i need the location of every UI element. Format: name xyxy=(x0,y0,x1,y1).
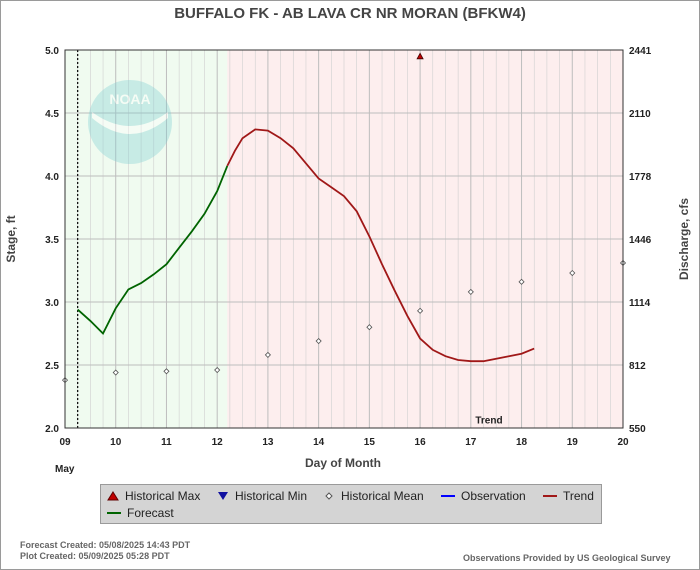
historical-mean-point xyxy=(417,307,424,314)
chart-title: BUFFALO FK - AB LAVA CR NR MORAN (BFKW4) xyxy=(174,5,526,22)
legend: Historical Max Historical Min Historical… xyxy=(100,484,602,524)
hydrograph-chart: BUFFALO FK - AB LAVA CR NR MORAN (BFKW4)… xyxy=(4,5,691,475)
legend-label: Historical Mean xyxy=(341,489,424,503)
x-month-label: May xyxy=(55,464,75,475)
y-tick-label-left: 5.0 xyxy=(45,46,59,57)
legend-label: Historical Min xyxy=(235,489,308,503)
diamond-icon xyxy=(325,492,333,500)
plot-border xyxy=(64,49,624,429)
historical-mean-point xyxy=(569,269,576,277)
x-tick-label: 11 xyxy=(161,437,172,448)
series-line-forecast xyxy=(77,165,229,336)
historical-mean-point xyxy=(518,278,525,285)
legend-item-historical-max: Historical Max xyxy=(107,488,200,504)
noaa-logo: NOAA xyxy=(88,80,172,164)
data-series: Trend xyxy=(61,52,627,426)
y-tick-label-left: 3.0 xyxy=(45,298,59,309)
line-icon xyxy=(441,495,455,497)
trend-annotation: Trend xyxy=(475,415,502,426)
plot-created-text: Plot Created: 05/09/2025 05:28 PDT xyxy=(20,551,170,561)
historical-mean-point xyxy=(112,369,119,376)
historical-mean-point xyxy=(264,351,271,358)
x-tick-label: 12 xyxy=(212,437,224,448)
y-tick-label-left: 2.5 xyxy=(45,361,59,372)
historical-mean-point xyxy=(366,324,373,331)
legend-item-forecast: Forecast xyxy=(107,505,174,521)
x-tick-label: 16 xyxy=(415,437,427,448)
legend-item-observation: Observation xyxy=(441,488,526,504)
legend-label: Forecast xyxy=(127,506,174,520)
x-axis-title: Day of Month xyxy=(305,456,381,470)
x-tick-label: 18 xyxy=(516,437,528,448)
y-tick-label-left: 3.5 xyxy=(45,235,59,246)
y-tick-label-left: 4.0 xyxy=(45,172,59,183)
x-tick-label: 14 xyxy=(313,437,325,448)
historical-mean-point xyxy=(315,337,322,345)
historical-max-point xyxy=(416,52,424,60)
y-tick-label-right: 812 xyxy=(629,361,646,372)
y-axis-right-title: Discharge, cfs xyxy=(677,198,691,280)
x-tick-label: 09 xyxy=(59,437,71,448)
historical-mean-point xyxy=(163,368,170,375)
y-tick-label-right: 550 xyxy=(629,424,646,435)
forecast-created-text: Forecast Created: 05/08/2025 14:43 PDT xyxy=(20,540,191,550)
legend-item-trend: Trend xyxy=(543,488,594,504)
triangle-up-icon xyxy=(107,491,119,501)
historical-mean-point xyxy=(467,288,474,295)
logo-text: NOAA xyxy=(109,91,150,107)
historical-mean-point xyxy=(214,366,221,374)
series-line-trend xyxy=(226,128,535,363)
line-icon xyxy=(107,512,121,514)
y-tick-label-right: 2110 xyxy=(629,109,651,120)
x-tick-label: 15 xyxy=(364,437,376,448)
x-tick-label: 17 xyxy=(465,437,477,448)
line-icon xyxy=(543,495,557,497)
legend-item-historical-min: Historical Min xyxy=(217,488,307,504)
x-tick-label: 19 xyxy=(567,437,579,448)
legend-label: Observation xyxy=(461,489,526,503)
x-tick-label: 20 xyxy=(617,437,629,448)
legend-label: Trend xyxy=(563,489,594,503)
y-tick-label-right: 2441 xyxy=(629,46,652,57)
y-tick-label-right: 1446 xyxy=(629,235,652,246)
x-tick-label: 10 xyxy=(110,437,122,448)
y-tick-label-right: 1114 xyxy=(629,298,651,309)
y-tick-label-left: 4.5 xyxy=(45,109,59,120)
legend-item-historical-mean: Historical Mean xyxy=(323,488,424,504)
plot-axes: 09 10 11 12 13 14 15 16 17 18 19 20 2.0 2.5 3.0 3.5 4.0 4… xyxy=(45,46,652,448)
grid-lines xyxy=(64,49,624,429)
x-tick-label: 13 xyxy=(262,437,274,448)
triangle-down-icon xyxy=(218,492,228,500)
y-axis-left-title: Stage, ft xyxy=(4,215,18,262)
source-credit-text: Observations Provided by US Geological S… xyxy=(463,553,671,563)
y-tick-label-right: 1778 xyxy=(629,172,652,183)
y-tick-label-left: 2.0 xyxy=(45,424,59,435)
legend-label: Historical Max xyxy=(125,489,201,503)
